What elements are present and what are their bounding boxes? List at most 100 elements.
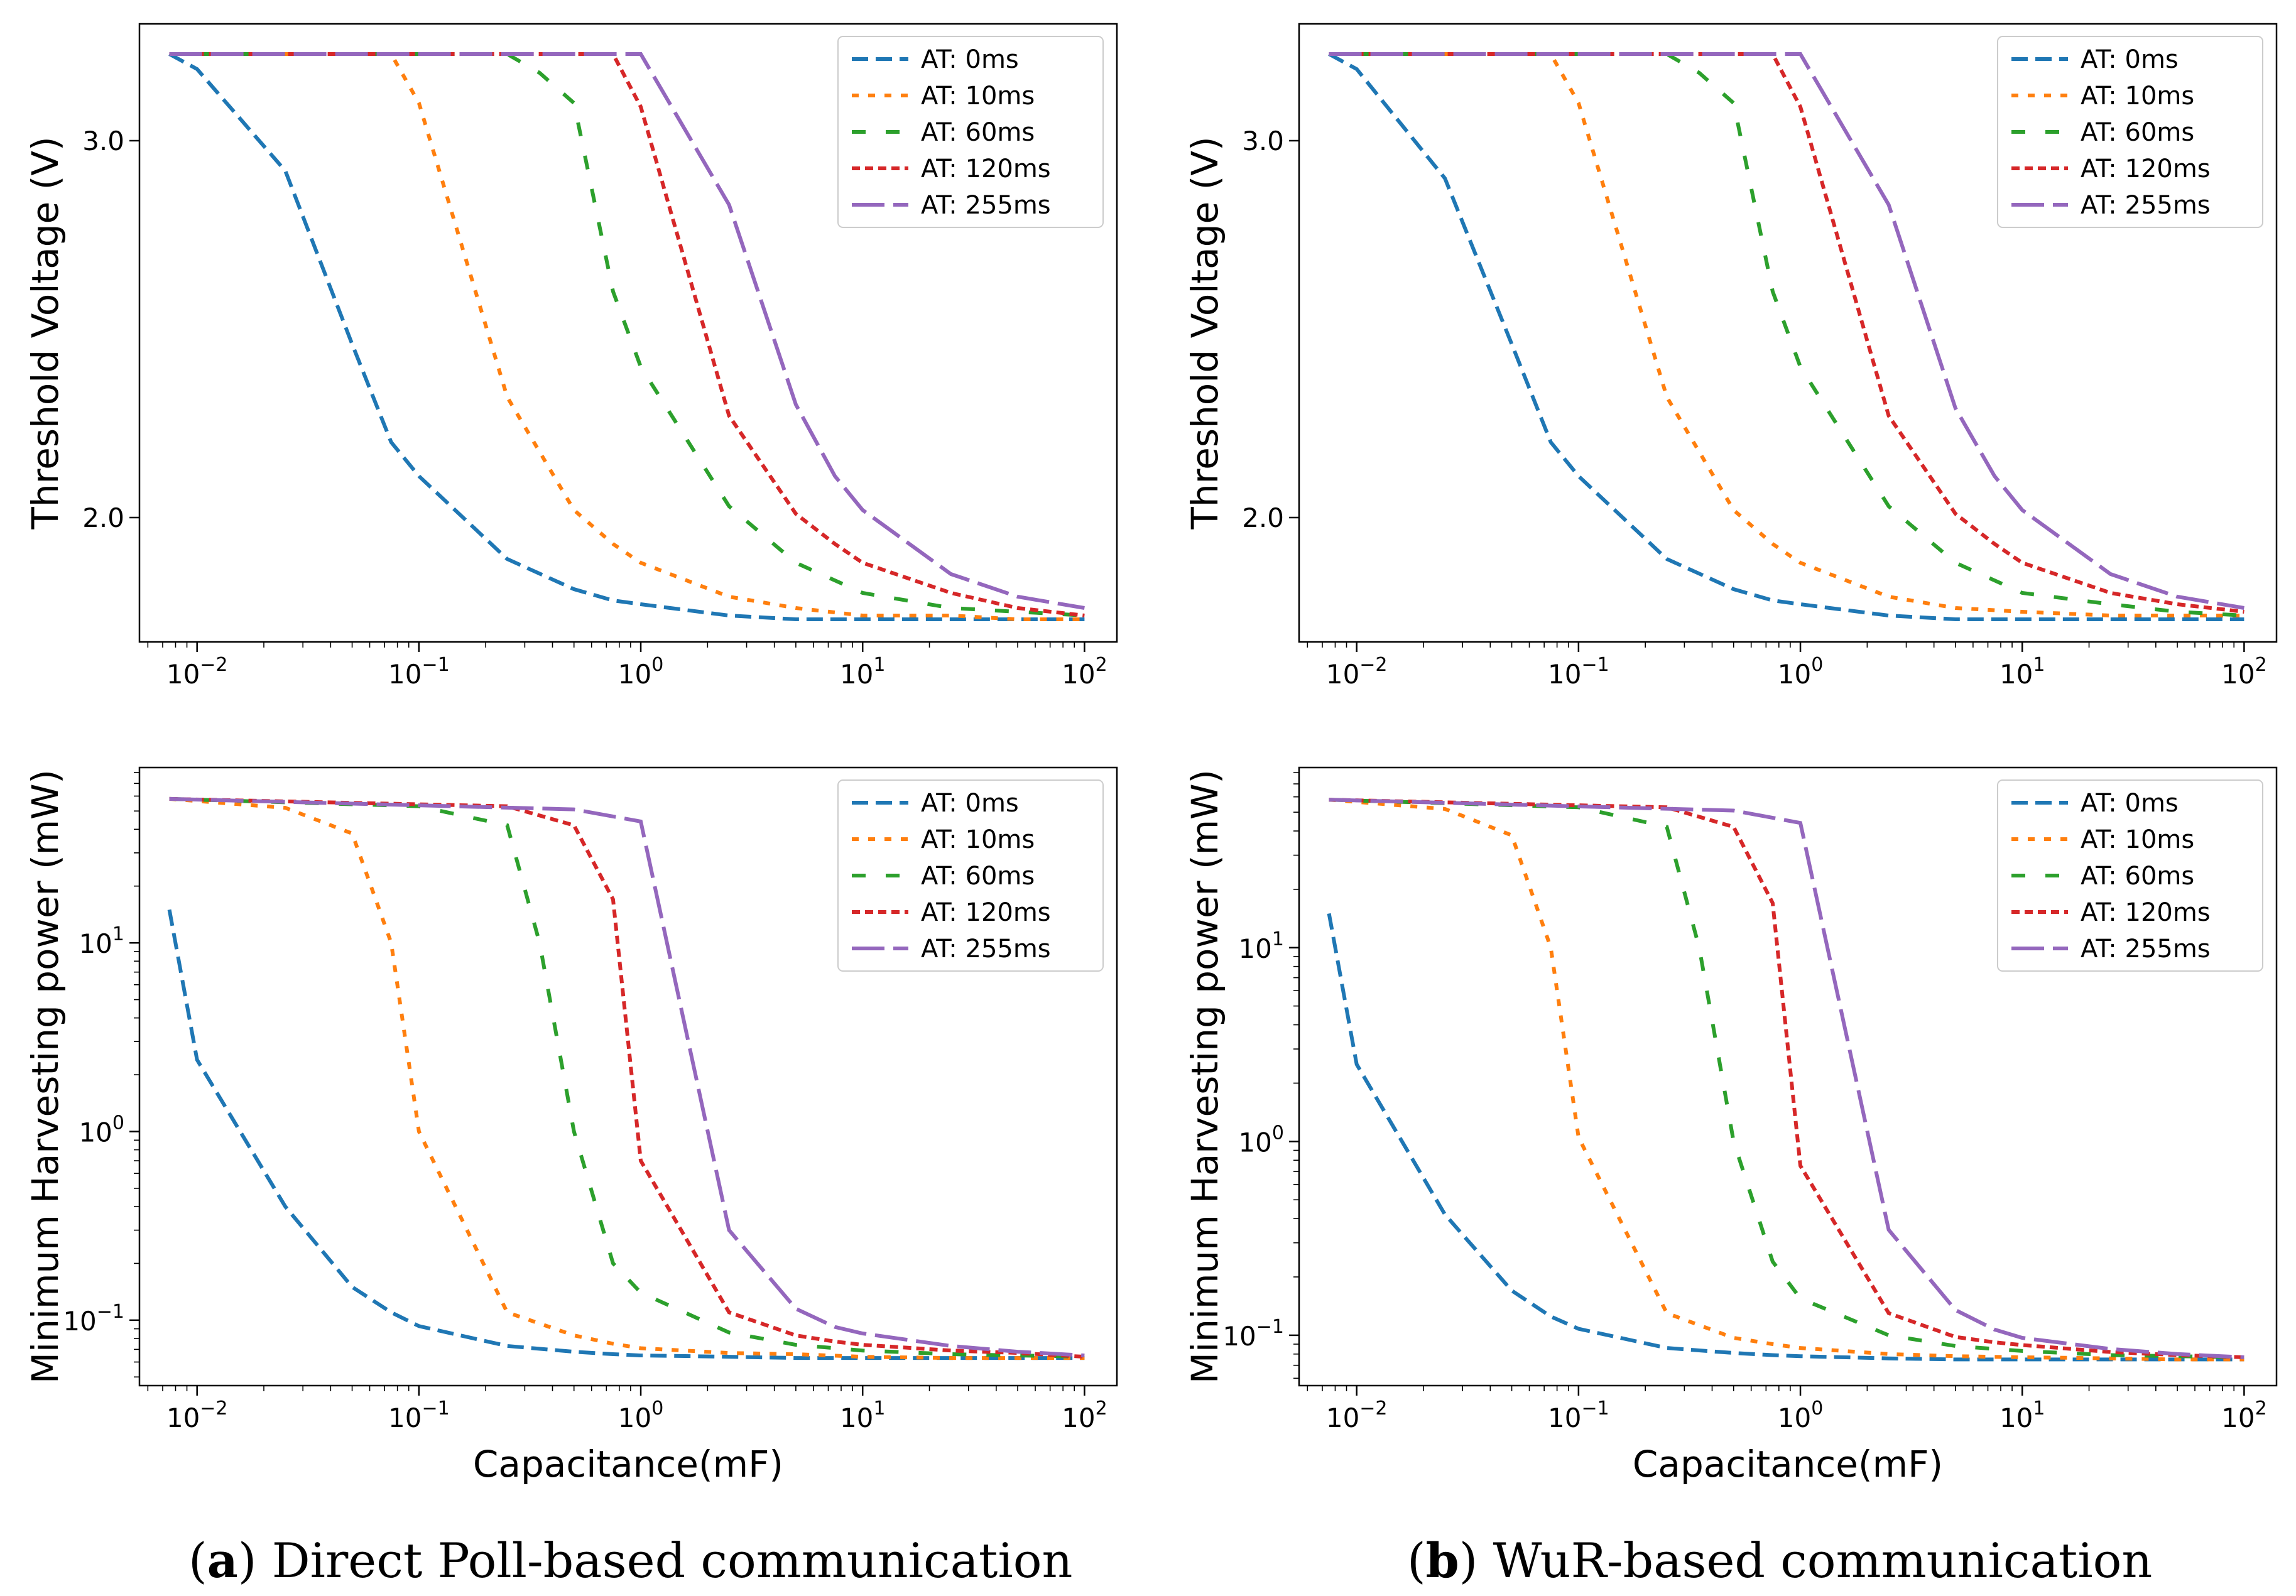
series-line (169, 52, 1085, 610)
caption-a: (a) Direct Poll-based communication (188, 1533, 1073, 1588)
x-tick-label: 10−1 (1548, 1398, 1609, 1433)
legend-label: AT: 255ms (921, 935, 1051, 964)
x-tick-label: 101 (840, 654, 886, 690)
x-tick-label: 100 (618, 1398, 664, 1433)
legend-label: AT: 10ms (2081, 82, 2194, 111)
x-tick-label: 100 (1778, 1398, 1824, 1433)
series-line (1329, 52, 2244, 617)
legend-label: AT: 10ms (921, 825, 1035, 854)
series-line (169, 52, 1085, 617)
legend-label: AT: 0ms (921, 45, 1019, 74)
legend-box (837, 36, 1104, 228)
y-axis-label: Threshold Voltage (V) (1183, 136, 1226, 529)
legend-label: AT: 60ms (2081, 862, 2194, 891)
series-line (169, 796, 1085, 1359)
y-tick-label: 10−1 (1222, 1316, 1284, 1352)
y-tick-label: 2.0 (82, 502, 124, 533)
x-tick-label: 102 (2221, 1398, 2267, 1433)
chart-a-bottom: 10−2 10−1 100 101 102 10−1 100 101 Minimum Harve… (24, 766, 1118, 1485)
x-tick-label: 100 (1778, 654, 1824, 690)
caption-b-label: b (1425, 1533, 1459, 1588)
axes-frame (138, 23, 1118, 643)
y-tick-label: 101 (79, 923, 124, 959)
legend-box (1997, 36, 2263, 228)
x-tick-label: 102 (2221, 654, 2267, 690)
chart-a-top: 10−2 10−1 100 101 102 2.0 3.0 Threshold Voltage… (24, 23, 1118, 690)
plot-area (167, 796, 1085, 1360)
legend: AT: 0ms AT: 10ms AT: 60ms AT: 120ms AT: 255m… (837, 36, 1104, 228)
plot-area (168, 52, 1085, 621)
series-line (1329, 798, 2244, 1359)
legend-label: AT: 60ms (921, 118, 1035, 147)
y-axis-label: Threshold Voltage (V) (24, 136, 67, 529)
series-line (1329, 798, 2244, 1359)
axes-frame (1298, 23, 2278, 643)
y-tick-label: 2.0 (1242, 502, 1284, 533)
chart-b-top: 10−2 10−1 100 101 102 2.0 3.0 Threshold Voltage… (1183, 23, 2278, 690)
legend: AT: 0ms AT: 10ms AT: 60ms AT: 120ms AT: 255m… (837, 779, 1104, 972)
legend: AT: 0ms AT: 10ms AT: 60ms AT: 120ms AT: 255m… (1997, 779, 2263, 972)
legend-label: AT: 0ms (2081, 789, 2179, 818)
series-line (169, 796, 1085, 1360)
legend-label: AT: 0ms (921, 789, 1019, 818)
x-tick-label: 10−2 (166, 654, 228, 690)
y-tick-label: 100 (79, 1112, 124, 1148)
axes-frame (138, 766, 1118, 1387)
y-tick-label: 101 (1238, 928, 1284, 964)
legend-label: AT: 120ms (2081, 898, 2211, 927)
series-line (1327, 913, 2244, 1362)
x-tick-label: 102 (1062, 654, 1107, 690)
legend-label: AT: 0ms (2081, 45, 2179, 74)
legend-label: AT: 120ms (921, 898, 1051, 927)
x-tick-label: 101 (840, 1398, 886, 1433)
legend-label: AT: 255ms (921, 191, 1051, 220)
x-tick-label: 101 (1999, 1398, 2045, 1433)
y-tick-label: 3.0 (1242, 126, 1284, 156)
series-line (167, 909, 1085, 1360)
legend-label: AT: 120ms (921, 155, 1051, 183)
legend-label: AT: 10ms (2081, 825, 2194, 854)
legend-label: AT: 255ms (2081, 191, 2211, 220)
x-tick-label: 101 (1999, 654, 2045, 690)
legend: AT: 0ms AT: 10ms AT: 60ms AT: 120ms AT: 255m… (1997, 36, 2263, 228)
y-tick-label: 100 (1238, 1122, 1284, 1158)
y-tick-label: 10−1 (63, 1301, 124, 1337)
legend-label: AT: 255ms (2081, 935, 2211, 964)
series-line (169, 796, 1085, 1359)
series-line (169, 796, 1085, 1357)
chart-b-bottom: 10−2 10−1 100 101 102 10−1 100 101 Minimum Harve… (1183, 766, 2278, 1485)
series-line (169, 52, 1085, 621)
series-line (1328, 52, 2244, 621)
caption-b-text: WuR-based communication (1477, 1533, 2153, 1588)
axes-frame (1298, 766, 2278, 1387)
x-tick-label: 10−2 (1326, 654, 1388, 690)
series-line (1329, 798, 2244, 1359)
x-axis-label: Capacitance(mF) (473, 1443, 783, 1485)
x-axis-label: Capacitance(mF) (1633, 1443, 1943, 1485)
caption-b: (b) WuR-based communication (1407, 1533, 2153, 1588)
caption-a-label: a (207, 1533, 238, 1588)
y-axis-label: Minimum Harvesting power (mW) (1183, 769, 1226, 1384)
x-tick-label: 100 (618, 654, 664, 690)
series-line (1329, 798, 2244, 1362)
plot-area (1328, 52, 2244, 621)
x-tick-label: 10−2 (166, 1398, 228, 1433)
legend-label: AT: 60ms (2081, 118, 2194, 147)
x-tick-label: 10−2 (1326, 1398, 1388, 1433)
series-line (1329, 52, 2244, 610)
legend-label: AT: 60ms (921, 862, 1035, 891)
caption-a-text: Direct Poll-based communication (256, 1533, 1073, 1588)
series-line (1329, 52, 2244, 614)
x-tick-label: 10−1 (1548, 654, 1609, 690)
series-line (168, 52, 1085, 621)
legend-box (1997, 779, 2263, 972)
y-axis-label: Minimum Harvesting power (mW) (24, 769, 67, 1384)
x-tick-label: 10−1 (388, 654, 450, 690)
y-tick-label: 3.0 (82, 126, 124, 156)
legend-label: AT: 120ms (2081, 155, 2211, 183)
x-tick-label: 102 (1062, 1398, 1107, 1433)
plot-area (1327, 798, 2244, 1362)
legend-box (837, 779, 1104, 972)
x-tick-label: 10−1 (388, 1398, 450, 1433)
